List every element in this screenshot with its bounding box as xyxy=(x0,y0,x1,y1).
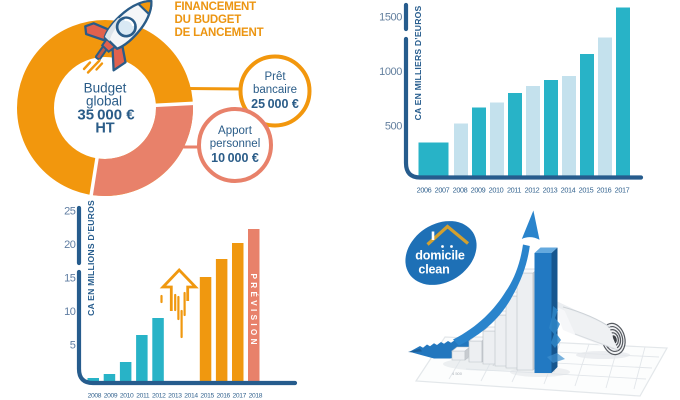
svg-text:2008: 2008 xyxy=(453,186,468,195)
svg-text:25 000 €: 25 000 € xyxy=(251,97,299,111)
svg-text:2013: 2013 xyxy=(168,393,182,400)
svg-text:PRÉVISION: PRÉVISION xyxy=(249,274,259,348)
svg-text:CA EN MILLIONS D’EUROS: CA EN MILLIONS D’EUROS xyxy=(86,200,96,316)
svg-text:2014: 2014 xyxy=(561,186,576,195)
svg-text:2009: 2009 xyxy=(471,186,486,195)
svg-text:25: 25 xyxy=(64,206,76,218)
svg-text:FINANCEMENT: FINANCEMENT xyxy=(175,1,257,13)
svg-text:HT: HT xyxy=(95,121,114,137)
svg-text:35 000 €: 35 000 € xyxy=(77,107,135,124)
svg-text:global: global xyxy=(86,94,122,109)
svg-text:1500: 1500 xyxy=(379,12,402,24)
svg-text:Apport: Apport xyxy=(218,125,253,137)
svg-text:2016: 2016 xyxy=(216,393,230,400)
svg-text:2010: 2010 xyxy=(489,186,504,195)
svg-text:10 000 €: 10 000 € xyxy=(211,151,259,165)
svg-text:2009: 2009 xyxy=(104,393,118,400)
svg-text:2017: 2017 xyxy=(233,393,247,400)
svg-text:2015: 2015 xyxy=(200,393,214,400)
svg-text:DE LANCEMENT: DE LANCEMENT xyxy=(175,27,264,39)
svg-text:CA EN MILLIERS D’EUROS: CA EN MILLIERS D’EUROS xyxy=(413,6,423,121)
svg-text:bancaire: bancaire xyxy=(253,84,297,96)
svg-text:10: 10 xyxy=(64,306,76,318)
svg-text:15: 15 xyxy=(64,273,76,285)
svg-text:DU BUDGET: DU BUDGET xyxy=(175,14,242,26)
svg-text:personnel: personnel xyxy=(210,138,261,150)
svg-text:2015: 2015 xyxy=(579,186,594,195)
svg-text:clean: clean xyxy=(418,263,449,277)
svg-text:2017: 2017 xyxy=(615,186,630,195)
svg-text:2008: 2008 xyxy=(88,393,102,400)
svg-text:2016: 2016 xyxy=(597,186,612,195)
svg-text:20: 20 xyxy=(64,239,76,251)
svg-text:Budget: Budget xyxy=(84,81,127,96)
svg-text:2012: 2012 xyxy=(152,393,166,400)
svg-text:2010: 2010 xyxy=(120,393,134,400)
svg-text:2011: 2011 xyxy=(136,393,150,400)
svg-text:2018: 2018 xyxy=(249,393,263,400)
svg-text:1000: 1000 xyxy=(379,66,402,78)
svg-text:2012: 2012 xyxy=(525,186,540,195)
svg-text:2011: 2011 xyxy=(507,186,521,195)
svg-text:4 500: 4 500 xyxy=(452,371,463,376)
svg-text:2013: 2013 xyxy=(543,186,558,195)
svg-text:2006: 2006 xyxy=(417,186,432,195)
svg-text:2007: 2007 xyxy=(435,186,450,195)
svg-text:Prêt: Prêt xyxy=(264,71,286,83)
svg-text:5: 5 xyxy=(70,340,76,352)
svg-text:500: 500 xyxy=(385,121,402,133)
svg-text:domicile: domicile xyxy=(415,249,465,263)
svg-text:2014: 2014 xyxy=(184,393,198,400)
